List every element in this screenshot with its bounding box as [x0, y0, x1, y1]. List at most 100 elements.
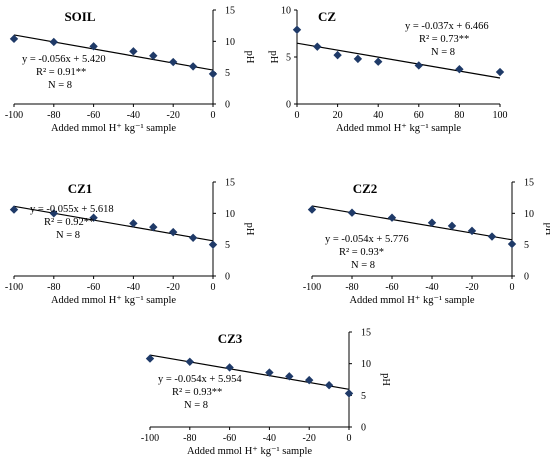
r-squared-label: R² = 0.73** — [419, 34, 469, 45]
y-tick-label: 5 — [225, 68, 230, 79]
data-point — [89, 42, 98, 51]
x-axis-label: Added mmol H⁺ kg⁻¹ sample — [187, 446, 312, 457]
x-tick-label: -60 — [87, 110, 100, 121]
data-point — [9, 34, 19, 44]
y-axis-label: pH — [543, 223, 550, 236]
y-tick-label: 15 — [361, 328, 371, 339]
x-tick-label: -60 — [385, 282, 398, 293]
data-point — [149, 222, 158, 232]
x-tick-label: -100 — [5, 110, 23, 121]
data-point — [324, 381, 334, 390]
data-point — [292, 25, 302, 34]
x-tick-label: 0 — [211, 110, 216, 121]
data-point — [353, 54, 363, 64]
x-tick-label: 60 — [414, 110, 424, 121]
chart-title: SOIL — [64, 9, 95, 24]
x-tick-label: 0 — [510, 282, 515, 293]
regression-equation: y = -0.037x + 6.466 — [405, 21, 489, 32]
data-point — [467, 226, 477, 236]
y-tick-label: 15 — [225, 178, 235, 189]
y-axis-label: pH — [244, 51, 255, 64]
x-tick-label: -20 — [465, 282, 478, 293]
regression-equation: y = -0.055x + 5.618 — [30, 204, 114, 215]
sample-size-label: N = 8 — [56, 230, 80, 241]
data-point — [305, 375, 314, 385]
y-axis-label: pH — [244, 223, 255, 236]
y-tick-label: 5 — [225, 240, 230, 251]
x-axis-label: Added mmol H⁺ kg⁻¹ sample — [51, 123, 176, 134]
chart-title: CZ1 — [68, 181, 93, 196]
data-point — [149, 51, 158, 60]
data-point — [265, 368, 274, 377]
y-tick-label: 0 — [286, 100, 291, 111]
r-squared-label: R² = 0.93* — [339, 247, 384, 258]
data-point — [185, 357, 194, 366]
x-tick-label: -40 — [425, 282, 438, 293]
data-point — [129, 47, 138, 56]
data-point — [145, 354, 155, 363]
chart-title: CZ2 — [353, 181, 378, 196]
data-point — [49, 37, 58, 47]
data-point — [89, 213, 98, 222]
y-tick-label: 5 — [286, 53, 291, 64]
data-point — [188, 233, 198, 242]
sample-size-label: N = 8 — [184, 400, 208, 411]
x-tick-label: -100 — [141, 433, 159, 444]
data-point — [285, 372, 294, 381]
chart-title: CZ — [318, 9, 336, 24]
x-tick-label: -20 — [167, 282, 180, 293]
x-tick-label: -60 — [223, 433, 236, 444]
x-tick-label: -100 — [5, 282, 23, 293]
regression-equation: y = -0.054x + 5.954 — [158, 374, 242, 385]
data-point — [307, 205, 317, 214]
data-point — [487, 232, 497, 241]
y-tick-label: 0 — [225, 100, 230, 111]
x-tick-label: 0 — [295, 110, 300, 121]
y-tick-label: 10 — [281, 6, 291, 17]
x-tick-label: -80 — [47, 282, 60, 293]
sample-size-label: N = 8 — [351, 260, 375, 271]
trendline — [311, 205, 513, 241]
x-axis-label: Added mmol H⁺ kg⁻¹ sample — [336, 123, 461, 134]
chart-panel-cz: 0 20 40 60 80 100 0 5 10 pH Added mmol H⁺ kg⁻¹ sam… — [268, 6, 508, 135]
x-tick-label: -100 — [303, 282, 321, 293]
data-point — [344, 389, 354, 398]
y-axis-label: pH — [380, 373, 391, 386]
y-tick-label: 15 — [225, 6, 235, 17]
x-tick-label: -20 — [303, 433, 316, 444]
data-point — [225, 363, 234, 372]
r-squared-label: R² = 0.92** — [44, 217, 94, 228]
x-tick-label: 0 — [347, 433, 352, 444]
x-tick-label: -80 — [47, 110, 60, 121]
regression-equation: y = -0.054x + 5.776 — [325, 234, 409, 245]
trendline — [13, 205, 214, 242]
data-point — [447, 221, 457, 231]
r-squared-label: R² = 0.93** — [172, 387, 222, 398]
x-tick-label: -40 — [127, 282, 140, 293]
trendline — [149, 354, 350, 390]
data-point — [188, 62, 198, 71]
chart-panel-cz3: -100 -80 -60 -40 -20 00 5 10 15 pH Added mmol H⁺ k… — [141, 328, 391, 458]
data-point — [9, 205, 19, 214]
data-point — [387, 213, 397, 222]
data-point — [414, 61, 423, 70]
regression-equation: y = -0.056x + 5.420 — [22, 54, 106, 65]
x-tick-label: 100 — [493, 110, 508, 121]
x-tick-label: -80 — [345, 282, 358, 293]
y-tick-label: 10 — [225, 37, 235, 48]
x-tick-label: 80 — [454, 110, 464, 121]
data-point — [49, 209, 58, 218]
data-point — [495, 67, 505, 77]
chart-panel-cz1: -100 -80 -60 -40 -20 00 5 10 15 pH Added mmol H⁺ k… — [5, 178, 255, 307]
data-point — [507, 239, 517, 249]
data-point — [169, 227, 178, 237]
r-squared-label: R² = 0.91** — [36, 67, 86, 78]
x-tick-label: -60 — [87, 282, 100, 293]
data-point — [208, 240, 218, 249]
x-tick-label: 40 — [373, 110, 383, 121]
y-axis-label: pH — [268, 51, 279, 64]
x-tick-label: -20 — [167, 110, 180, 121]
y-tick-label: 0 — [225, 272, 230, 283]
data-point — [169, 57, 178, 67]
